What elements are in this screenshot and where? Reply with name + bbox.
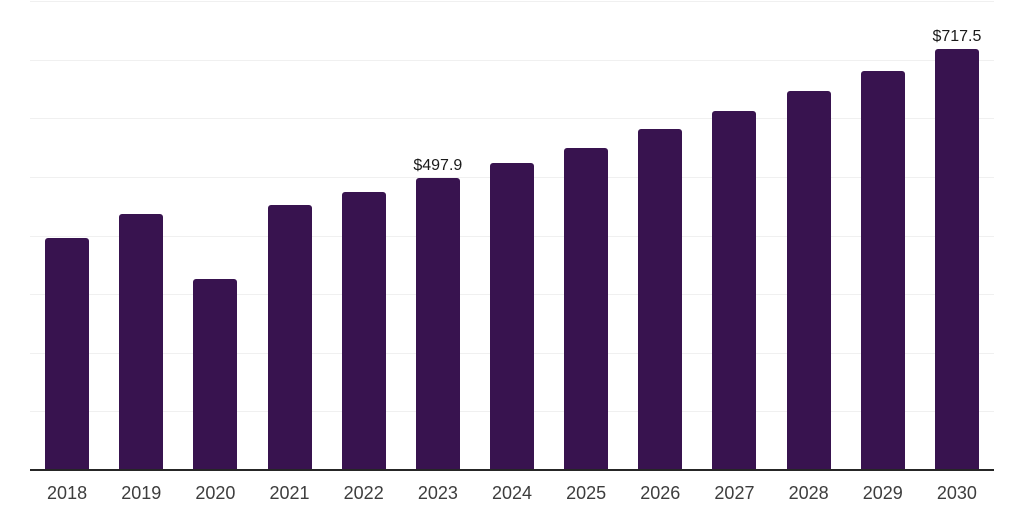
x-axis-line (30, 469, 994, 471)
x-tick-label: 2019 (121, 483, 162, 503)
bar-2029 (860, 71, 905, 470)
x-tick-label: 2026 (640, 483, 681, 503)
x-tick-label: 2020 (195, 483, 236, 503)
bar-2021 (267, 205, 312, 470)
x-tick-label: 2023 (417, 483, 458, 503)
bar-value-label: $717.5 (932, 28, 982, 46)
bar-2030 (934, 49, 979, 470)
gridline (30, 59, 994, 61)
bar-2024 (490, 163, 534, 470)
x-tick-label: 2027 (714, 483, 755, 503)
x-tick-label: 2024 (491, 483, 533, 503)
bar-2023 (415, 178, 460, 470)
bar-2020 (193, 279, 238, 470)
x-tick-label: 2030 (936, 483, 977, 503)
bar-2018 (45, 237, 90, 470)
bar-2025 (564, 147, 609, 470)
bar-2026 (638, 129, 683, 470)
gridline (30, 0, 994, 2)
x-tick-label: 2018 (47, 483, 88, 503)
gridline (30, 118, 994, 120)
bar-2022 (341, 191, 386, 470)
x-tick-label: 2029 (862, 483, 903, 503)
bar-value-label: $497.9 (413, 157, 463, 175)
x-tick-label: 2028 (788, 483, 829, 503)
bar-2028 (786, 91, 831, 470)
x-tick-label: 2022 (343, 483, 384, 503)
bar-2027 (712, 111, 757, 470)
x-tick-label: 2021 (269, 483, 310, 503)
x-tick-label: 2025 (566, 483, 607, 503)
bar-2019 (119, 214, 164, 470)
